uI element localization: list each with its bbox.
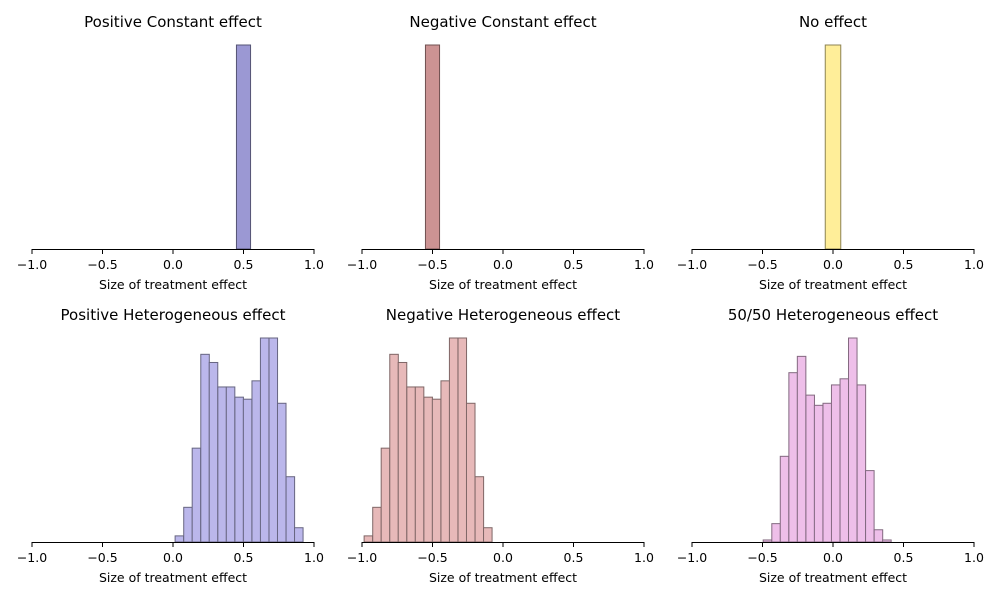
x-tick-label: 0.5	[234, 257, 254, 272]
histogram-bar	[208, 361, 219, 543]
chart-title: Positive Constant effect	[84, 13, 262, 31]
x-axis-label: Size of treatment effect	[99, 277, 247, 292]
x-tick-label: −0.5	[417, 550, 447, 565]
histogram-bar	[225, 386, 236, 543]
x-tick-label: 0.0	[823, 550, 843, 565]
histogram-bar	[873, 529, 884, 543]
x-tick-label: −0.5	[417, 257, 447, 272]
histogram-bar	[856, 384, 867, 543]
histogram-bar	[448, 337, 459, 543]
histogram-bar	[235, 44, 252, 250]
histogram-bar	[389, 353, 399, 543]
x-axis-label: Size of treatment effect	[429, 570, 577, 585]
chart-panel-6: −1.0 −0.5 0.0 0.5 1.0 Size of treatment effec…	[677, 306, 984, 585]
x-tick-label: 0.5	[894, 550, 914, 565]
x-tick-label: 1.0	[964, 550, 984, 565]
histogram-bar	[217, 386, 227, 543]
x-tick-label: 1.0	[634, 550, 654, 565]
histogram-bar	[440, 380, 450, 543]
x-tick-label: −1.0	[347, 550, 377, 565]
histogram-bar	[183, 506, 193, 543]
histogram-bar	[839, 378, 850, 543]
x-tick-label: 0.5	[564, 550, 584, 565]
chart-title: 50/50 Heterogeneous effect	[728, 306, 938, 324]
histogram-bar	[424, 44, 441, 250]
chart-panel-3: −1.0 −0.5 0.0 0.5 1.0 Size of treatment effec…	[677, 13, 984, 292]
histogram-bar	[830, 384, 841, 543]
histogram-bar	[465, 402, 476, 543]
x-tick-label: 0.0	[163, 257, 183, 272]
x-tick-label: 1.0	[304, 550, 324, 565]
histogram-bar	[268, 337, 279, 543]
x-axis-label: Size of treatment effect	[759, 277, 907, 292]
histogram-bar	[363, 535, 374, 543]
histogram-bar	[406, 386, 416, 543]
histogram-bar	[251, 380, 261, 543]
histogram-bar	[397, 361, 408, 543]
histogram-bar	[372, 506, 382, 543]
histogram-bar	[294, 527, 304, 543]
histogram-bar	[414, 386, 425, 543]
x-tick-label: −0.5	[747, 257, 777, 272]
x-tick-label: 0.5	[564, 257, 584, 272]
histogram-bar	[200, 353, 210, 543]
histogram-bar	[865, 470, 875, 543]
x-tick-label: −1.0	[347, 257, 377, 272]
x-tick-label: 0.0	[163, 550, 183, 565]
x-tick-label: −1.0	[17, 257, 47, 272]
x-axis-label: Size of treatment effect	[99, 570, 247, 585]
chart-panel-4: −1.0 −0.5 0.0 0.5 1.0 Size of treatment effec…	[17, 306, 324, 585]
histogram-bar	[474, 476, 485, 543]
histogram-bar	[276, 402, 287, 543]
x-axis-label: Size of treatment effect	[429, 277, 577, 292]
histogram-bar	[285, 476, 296, 543]
x-axis-label: Size of treatment effect	[759, 570, 907, 585]
histogram-bar	[805, 394, 815, 543]
x-tick-label: −0.5	[747, 550, 777, 565]
histogram-bar	[483, 527, 493, 543]
histogram-bar	[762, 539, 773, 543]
x-tick-label: −1.0	[677, 550, 707, 565]
histogram-bar	[191, 447, 202, 543]
histogram-bar	[824, 44, 842, 250]
histogram-bar	[174, 535, 185, 543]
histogram-bar	[796, 355, 807, 543]
x-tick-label: 0.5	[894, 257, 914, 272]
histogram-bar	[882, 539, 892, 543]
histogram-bar	[779, 455, 790, 543]
x-tick-label: 1.0	[304, 257, 324, 272]
histogram-bar	[380, 447, 391, 543]
chart-panel-1: −1.0 −0.5 0.0 0.5 1.0 Size of treatment effec…	[17, 13, 324, 292]
x-tick-label: 1.0	[964, 257, 984, 272]
x-tick-label: −0.5	[87, 257, 117, 272]
chart-title: Negative Heterogeneous effect	[386, 306, 621, 324]
histogram-bar	[242, 398, 253, 543]
histogram-bar	[771, 523, 781, 543]
chart-title: Positive Heterogeneous effect	[61, 306, 286, 324]
x-tick-label: 0.5	[234, 550, 254, 565]
x-tick-label: 0.0	[493, 550, 513, 565]
histogram-bar	[813, 404, 824, 543]
x-tick-label: −1.0	[677, 257, 707, 272]
histogram-bar	[457, 337, 468, 543]
chart-title: Negative Constant effect	[409, 13, 596, 31]
histogram-bar	[431, 398, 442, 543]
histogram-bar	[423, 396, 433, 543]
x-tick-label: −0.5	[87, 550, 117, 565]
x-tick-label: 0.0	[493, 257, 513, 272]
chart-panel-2: −1.0 −0.5 0.0 0.5 1.0 Size of treatment effec…	[347, 13, 654, 292]
chart-panel-5: −1.0 −0.5 0.0 0.5 1.0 Size of treatment effec…	[347, 306, 654, 585]
x-tick-label: 1.0	[634, 257, 654, 272]
x-tick-label: 0.0	[823, 257, 843, 272]
histogram-bar	[234, 396, 244, 543]
x-tick-label: −1.0	[17, 550, 47, 565]
chart-title: No effect	[799, 13, 867, 31]
histogram-bar	[259, 337, 270, 543]
histogram-bar	[822, 402, 833, 543]
histogram-bar	[848, 337, 858, 543]
histogram-bar	[788, 372, 798, 543]
